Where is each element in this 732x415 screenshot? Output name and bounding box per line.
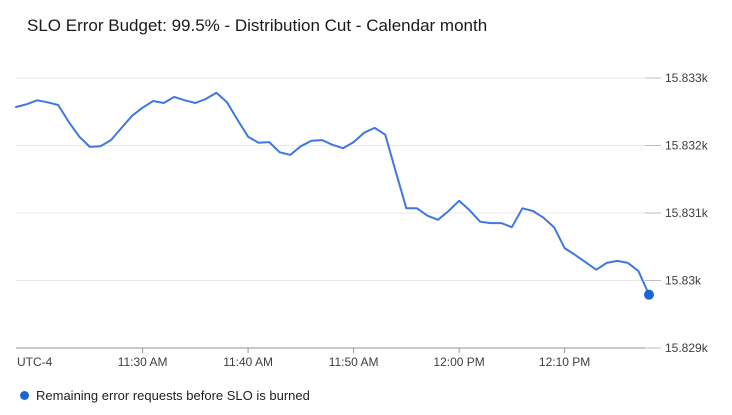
legend-series-dot-icon — [20, 391, 29, 400]
utc-offset-label: UTC-4 — [17, 355, 53, 369]
chart-legend[interactable]: Remaining error requests before SLO is b… — [20, 388, 310, 403]
y-tick-label: 15.83k — [665, 274, 702, 288]
x-tick-label: 11:40 AM — [223, 355, 273, 369]
y-tick-label: 15.833k — [665, 71, 709, 85]
x-tick-label: 11:30 AM — [118, 355, 168, 369]
y-tick-label: 15.832k — [665, 139, 709, 153]
legend-series-label: Remaining error requests before SLO is b… — [36, 388, 310, 403]
series-endpoint-dot[interactable] — [644, 289, 654, 300]
y-tick-label: 15.829k — [665, 341, 709, 355]
series-line[interactable] — [15, 91, 650, 296]
x-tick-label: 12:10 PM — [539, 355, 590, 369]
x-tick-label: 11:50 AM — [329, 355, 379, 369]
chart-title: SLO Error Budget: 99.5% - Distribution C… — [27, 16, 488, 35]
y-tick-label: 15.831k — [665, 206, 709, 220]
x-tick-label: 12:00 PM — [433, 355, 484, 369]
